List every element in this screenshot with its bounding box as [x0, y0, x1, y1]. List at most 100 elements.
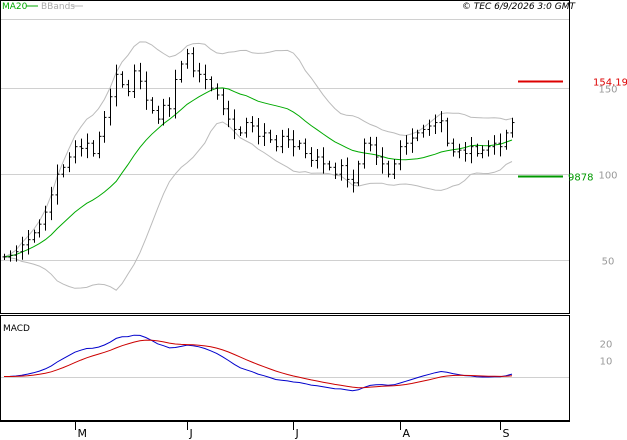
price-bar — [209, 76, 214, 92]
x-tick-label: M — [78, 427, 88, 440]
price-bar — [79, 138, 84, 157]
price-bar — [185, 48, 190, 69]
price-bar — [226, 100, 231, 128]
price-bar — [91, 140, 96, 157]
price-bar — [132, 64, 137, 98]
price-bar — [392, 159, 397, 179]
price-bar — [26, 229, 31, 255]
price-bar — [179, 60, 184, 83]
price-bar — [73, 140, 78, 164]
price-bar — [108, 88, 113, 126]
price-bar — [421, 124, 426, 138]
price-panel — [0, 0, 570, 314]
price-bar — [374, 136, 379, 166]
price-bars-layer — [2, 47, 515, 262]
price-bar — [126, 79, 131, 97]
price-bar — [463, 142, 468, 162]
price-bar — [398, 140, 403, 171]
price-bar — [262, 123, 267, 147]
price-bar — [215, 83, 220, 100]
price-bar — [457, 143, 462, 159]
price-bar — [291, 130, 296, 157]
price-bar — [161, 98, 166, 126]
price-bar — [150, 97, 155, 114]
price-bar — [345, 157, 350, 188]
price-bar — [203, 64, 208, 90]
price-tick-label: 100 — [598, 171, 617, 182]
price-bar — [386, 160, 391, 178]
macd-tick-label: 20 — [600, 340, 613, 351]
price-bar — [120, 71, 125, 88]
support-label: 9878 — [568, 173, 593, 184]
price-grid — [1, 19, 569, 261]
price-bar — [498, 133, 503, 157]
price-bar — [356, 160, 361, 186]
price-bar — [380, 147, 385, 174]
price-bar — [315, 148, 320, 169]
price-bar — [97, 131, 102, 159]
price-bar — [32, 229, 37, 243]
macd-line — [3, 334, 513, 392]
price-bar — [244, 117, 249, 138]
price-bar — [49, 186, 54, 221]
price-bar — [415, 129, 420, 142]
price-bar — [2, 253, 7, 260]
legend-bbands: BBands — [41, 2, 75, 12]
macd-tick-label: 10 — [600, 357, 613, 368]
price-bar — [510, 117, 515, 138]
support-resistance-layer: 154.19 9878 — [518, 78, 627, 184]
tick-labels-layer: 150 100 50 20 10 M J J A S — [75, 85, 618, 440]
price-bar — [280, 129, 285, 154]
price-bar — [167, 97, 172, 117]
macd-panel — [0, 315, 570, 421]
timestamp: © TEC 6/9/2026 3:0 GMT — [462, 2, 577, 12]
price-tick-label: 50 — [602, 257, 615, 268]
price-bar — [480, 145, 485, 159]
ma20-layer — [3, 87, 513, 258]
price-bar — [439, 111, 444, 133]
macd-lines-layer — [3, 334, 513, 392]
price-bar — [274, 135, 279, 152]
price-bar — [43, 205, 48, 231]
bbands-layer — [3, 41, 513, 291]
bband-lower — [3, 121, 513, 291]
price-bar — [20, 236, 25, 260]
price-bar — [321, 147, 326, 174]
price-bar — [427, 119, 432, 136]
price-bar — [114, 64, 119, 107]
ma20-line — [3, 87, 513, 258]
price-bar — [238, 126, 243, 136]
price-bar — [232, 109, 237, 140]
x-tick-label: J — [189, 427, 193, 440]
price-bar — [156, 105, 161, 124]
macd-title: MACD — [3, 324, 30, 334]
price-bar — [250, 116, 255, 133]
price-bar — [197, 62, 202, 83]
price-bar — [256, 117, 261, 145]
price-bar — [404, 135, 409, 155]
price-bar — [221, 88, 226, 116]
price-bar — [61, 164, 66, 178]
price-bar — [286, 128, 291, 148]
price-bar — [451, 138, 456, 157]
x-tick-label: A — [403, 427, 411, 440]
price-bar — [8, 250, 13, 262]
price-bar — [433, 114, 438, 135]
price-bar — [55, 164, 60, 205]
price-bar — [492, 135, 497, 155]
price-bar — [486, 140, 491, 157]
price-bar — [303, 138, 308, 159]
price-tick-label: 150 — [598, 85, 617, 96]
price-bar — [504, 129, 509, 150]
price-bar — [173, 69, 178, 119]
price-bar — [333, 162, 338, 179]
price-bar — [351, 169, 356, 193]
legend-ma20: MA20 — [2, 2, 28, 12]
price-bar — [445, 117, 450, 147]
price-bar — [297, 140, 302, 150]
price-bar — [469, 136, 474, 164]
bband-upper — [3, 41, 513, 258]
price-bar — [339, 159, 344, 181]
price-bar — [410, 128, 415, 153]
